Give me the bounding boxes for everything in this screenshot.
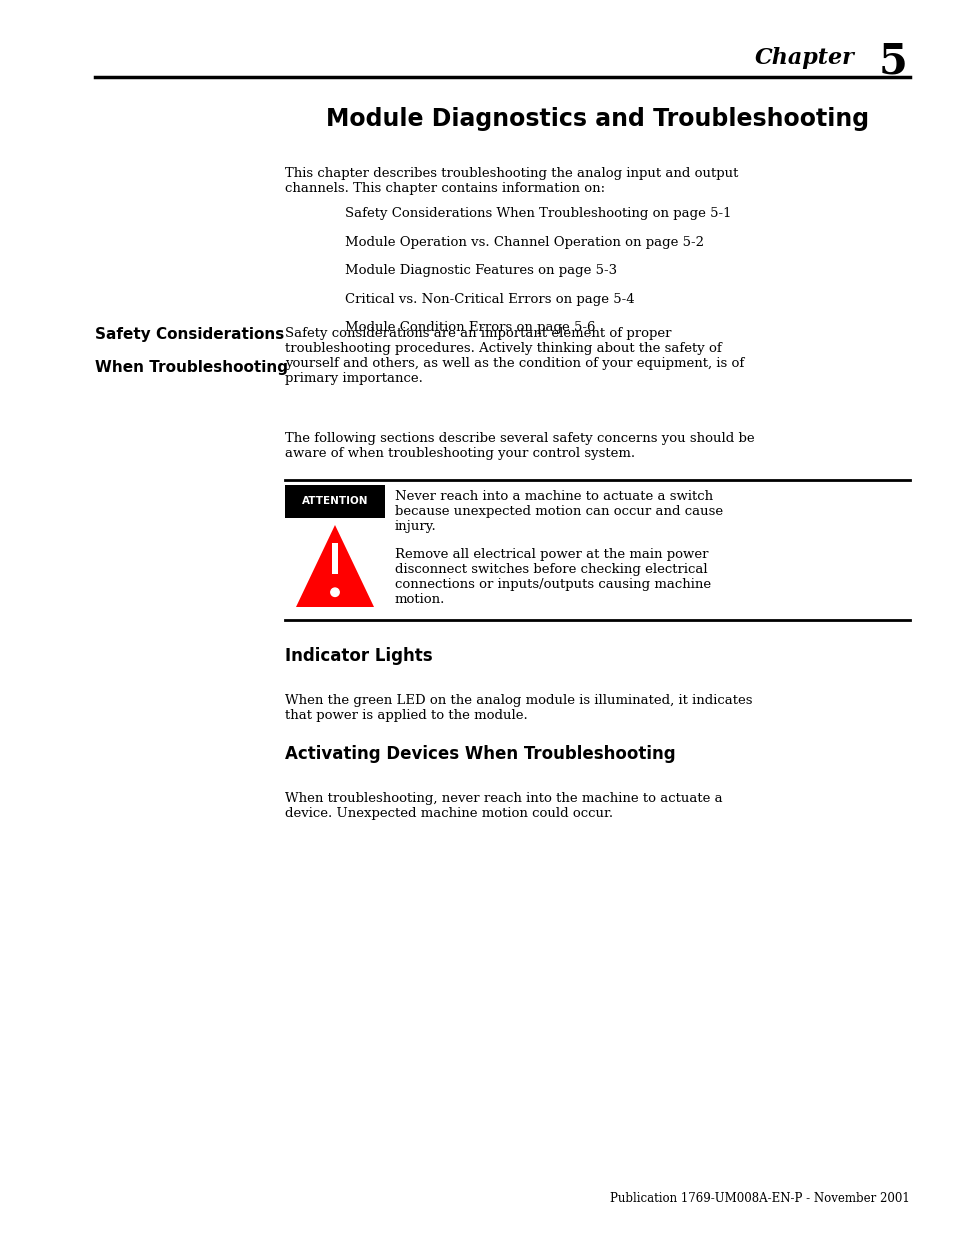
Text: 5: 5	[879, 40, 907, 82]
Polygon shape	[295, 525, 374, 606]
Text: Module Condition Errors on page 5-6: Module Condition Errors on page 5-6	[345, 321, 595, 333]
Text: Activating Devices When Troubleshooting: Activating Devices When Troubleshooting	[285, 745, 675, 763]
Text: Publication 1769-UM008A-EN-P - November 2001: Publication 1769-UM008A-EN-P - November …	[610, 1192, 909, 1205]
Text: Never reach into a machine to actuate a switch
because unexpected motion can occ: Never reach into a machine to actuate a …	[395, 490, 722, 534]
Text: When the green LED on the analog module is illuminated, it indicates
that power : When the green LED on the analog module …	[285, 694, 752, 722]
Text: This chapter describes troubleshooting the analog input and output
channels. Thi: This chapter describes troubleshooting t…	[285, 167, 738, 195]
Text: The following sections describe several safety concerns you should be
aware of w: The following sections describe several …	[285, 432, 754, 459]
Text: Indicator Lights: Indicator Lights	[285, 647, 432, 664]
FancyBboxPatch shape	[285, 485, 385, 517]
Text: Critical vs. Non-Critical Errors on page 5-4: Critical vs. Non-Critical Errors on page…	[345, 293, 634, 305]
Text: Safety Considerations When Troubleshooting on page 5-1: Safety Considerations When Troubleshooti…	[345, 207, 731, 220]
FancyBboxPatch shape	[332, 543, 338, 574]
Text: When troubleshooting, never reach into the machine to actuate a
device. Unexpect: When troubleshooting, never reach into t…	[285, 792, 721, 820]
Text: Safety considerations are an important element of proper
troubleshooting procedu: Safety considerations are an important e…	[285, 327, 743, 385]
Text: Safety Considerations: Safety Considerations	[95, 327, 284, 342]
Circle shape	[331, 588, 339, 597]
Text: When Troubleshooting: When Troubleshooting	[95, 359, 288, 375]
Text: Module Diagnostics and Troubleshooting: Module Diagnostics and Troubleshooting	[326, 107, 868, 131]
Text: Module Operation vs. Channel Operation on page 5-2: Module Operation vs. Channel Operation o…	[345, 236, 703, 248]
Text: Remove all electrical power at the main power
disconnect switches before checkin: Remove all electrical power at the main …	[395, 548, 710, 606]
Text: ATTENTION: ATTENTION	[301, 496, 368, 506]
Text: Chapter: Chapter	[755, 47, 854, 69]
Text: Module Diagnostic Features on page 5-3: Module Diagnostic Features on page 5-3	[345, 264, 617, 277]
